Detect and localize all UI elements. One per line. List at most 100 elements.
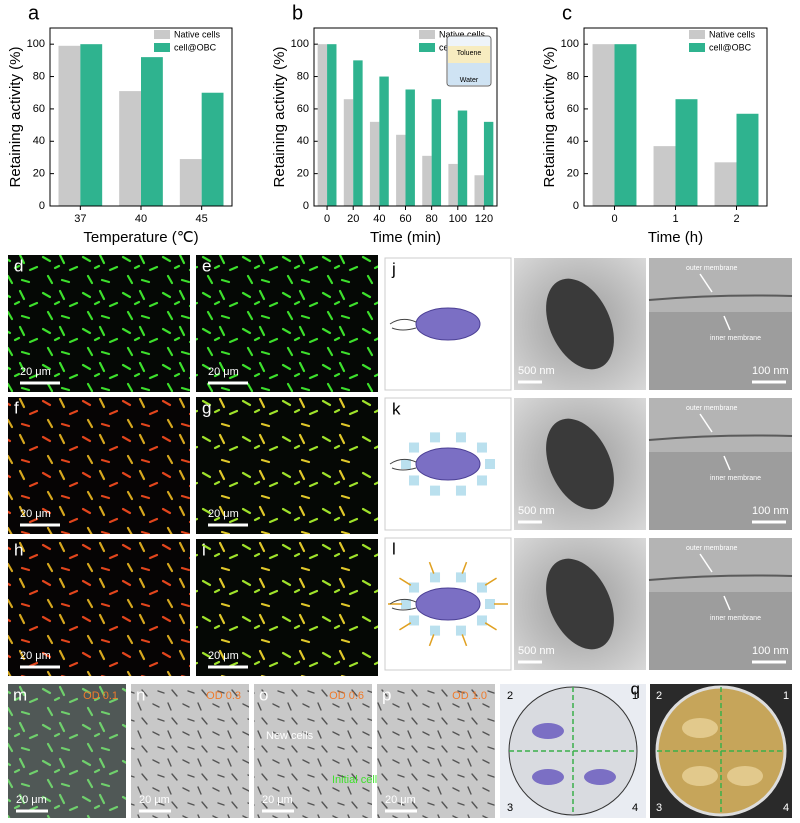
quadrant-label: 4	[783, 802, 789, 814]
bar	[405, 89, 415, 206]
x-tick-label: 0	[324, 213, 330, 225]
panel-letter: p	[382, 685, 391, 704]
arrow	[699, 413, 713, 433]
scale-bar-label: 20 μm	[20, 366, 51, 378]
y-tick-label: 40	[33, 135, 45, 147]
y-tick-label: 40	[297, 135, 309, 147]
bar	[422, 155, 432, 206]
coating	[401, 599, 411, 609]
bacterium	[415, 447, 481, 481]
bar	[736, 113, 759, 206]
bacterium	[532, 769, 564, 785]
x-tick-label: 100	[449, 213, 467, 225]
scale-bar-label: 20 μm	[208, 508, 239, 520]
x-tick-label: 20	[347, 213, 359, 225]
panel-letter: c	[562, 2, 572, 24]
quadrant-label: 3	[507, 802, 513, 814]
panel-letter: m	[13, 685, 27, 704]
bar	[327, 44, 337, 206]
scale-bar-label: 500 nm	[518, 645, 555, 657]
arrow	[699, 553, 713, 573]
cell-body	[546, 558, 614, 650]
bar	[653, 146, 676, 206]
coating	[401, 459, 411, 469]
panel-letter: d	[14, 256, 23, 275]
bar	[379, 76, 389, 206]
y-tick-label: 20	[297, 168, 309, 180]
x-tick-label: 60	[399, 213, 411, 225]
coating	[455, 572, 466, 583]
od-label: OD 0.6	[329, 690, 364, 702]
flagella	[389, 458, 417, 471]
plot-frame	[583, 27, 768, 207]
legend-swatch	[154, 30, 170, 39]
od-label: OD 1.0	[452, 690, 487, 702]
bacterium	[532, 723, 564, 739]
coating	[409, 582, 420, 593]
bar	[592, 44, 615, 206]
bright-field	[377, 684, 495, 818]
coating	[430, 432, 441, 443]
chain	[399, 622, 412, 631]
bar	[483, 121, 494, 206]
annotation: outer membrane	[686, 265, 737, 272]
annotation: inner membrane	[710, 475, 761, 482]
bar	[474, 175, 484, 206]
bar	[431, 99, 442, 206]
colony	[727, 766, 763, 786]
panel-letter: e	[202, 256, 211, 275]
y-axis-label: Retaining activity (%)	[7, 47, 24, 188]
cytoplasm	[649, 592, 792, 670]
y-tick-label: 100	[27, 38, 45, 50]
flagella	[389, 598, 417, 611]
y-tick-label: 60	[567, 103, 579, 115]
bar	[675, 99, 698, 206]
coating	[476, 442, 487, 453]
legend-label: Native cells	[439, 29, 486, 39]
bar	[80, 44, 103, 206]
cartoon-panel	[384, 257, 512, 391]
colony	[682, 718, 718, 738]
y-tick-label: 80	[567, 70, 579, 82]
toluene-layer	[448, 46, 490, 63]
micrograph	[8, 397, 190, 534]
annotation: New cells	[266, 730, 314, 742]
micrograph	[196, 539, 378, 676]
scale-bar-label: 20 μm	[139, 794, 170, 806]
coating	[485, 459, 495, 469]
coating	[455, 485, 466, 496]
panel-letter: o	[259, 685, 268, 704]
y-axis-label: Retaining activity (%)	[271, 47, 288, 188]
coating	[409, 475, 420, 486]
y-tick-label: 0	[573, 200, 579, 212]
y-tick-label: 60	[297, 103, 309, 115]
coating	[430, 572, 441, 583]
micrograph	[8, 539, 190, 676]
x-tick-label: 120	[475, 213, 493, 225]
arrow	[723, 315, 731, 331]
annotation: inner membrane	[710, 335, 761, 342]
panel-letter: k	[392, 399, 401, 418]
scale-bar-label: 20 μm	[20, 508, 51, 520]
x-axis-label: Time (h)	[648, 229, 703, 246]
bar	[317, 44, 328, 206]
membrane	[648, 574, 793, 581]
y-tick-label: 80	[33, 70, 45, 82]
bright-field	[8, 684, 126, 818]
arrow	[723, 595, 731, 611]
scale-bar-label: 500 nm	[518, 365, 555, 377]
coating	[455, 432, 466, 443]
legend-swatch	[689, 43, 705, 52]
legend-label: cell@OBC	[709, 42, 752, 52]
chain	[428, 634, 435, 647]
y-tick-label: 60	[33, 103, 45, 115]
arrow	[723, 455, 731, 471]
y-tick-label: 0	[39, 200, 45, 212]
water-layer	[448, 63, 490, 85]
cell-body	[546, 418, 614, 510]
x-tick-label: 2	[733, 213, 739, 225]
quadrant-label: 4	[632, 802, 638, 814]
colony	[682, 766, 718, 786]
coating	[409, 615, 420, 626]
